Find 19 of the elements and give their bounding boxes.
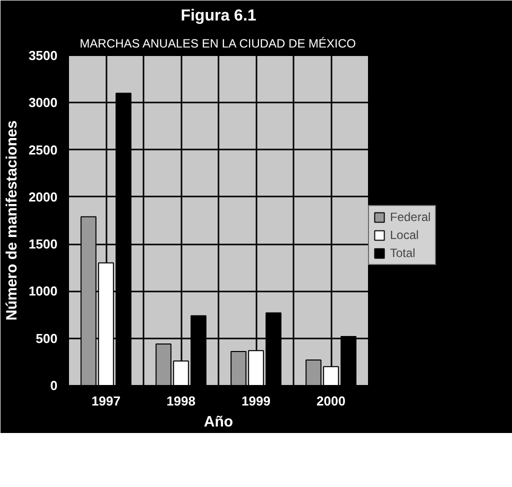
x-tick-label: 1998 [166,394,196,408]
x-tick-label: 2000 [316,394,346,408]
y-tick-label: 3000 [28,95,58,110]
x-tick-label: 1997 [92,394,120,408]
y-tick-label: 0 [50,378,58,393]
legend-label: Total [390,246,416,260]
y-tick-label: 3500 [28,48,58,63]
legend-label: Local [390,228,419,242]
x-axis-title: Año [204,414,234,430]
y-axis-title: Número de manifestaciones [4,120,21,321]
y-tick-label: 1000 [28,284,58,299]
y-tick-label: 2000 [28,189,58,204]
y-tick-label: 2500 [28,142,58,158]
chart-subtitle: MARCHAS ANUALES EN LA CIUDAD DE MÉXICO [80,36,356,50]
chart-title: Figura 6.1 [180,8,256,24]
legend-label: Federal [390,210,431,224]
y-tick-label: 1500 [28,236,58,252]
y-tick-label: 500 [36,330,58,346]
x-tick-label: 1999 [242,394,270,408]
